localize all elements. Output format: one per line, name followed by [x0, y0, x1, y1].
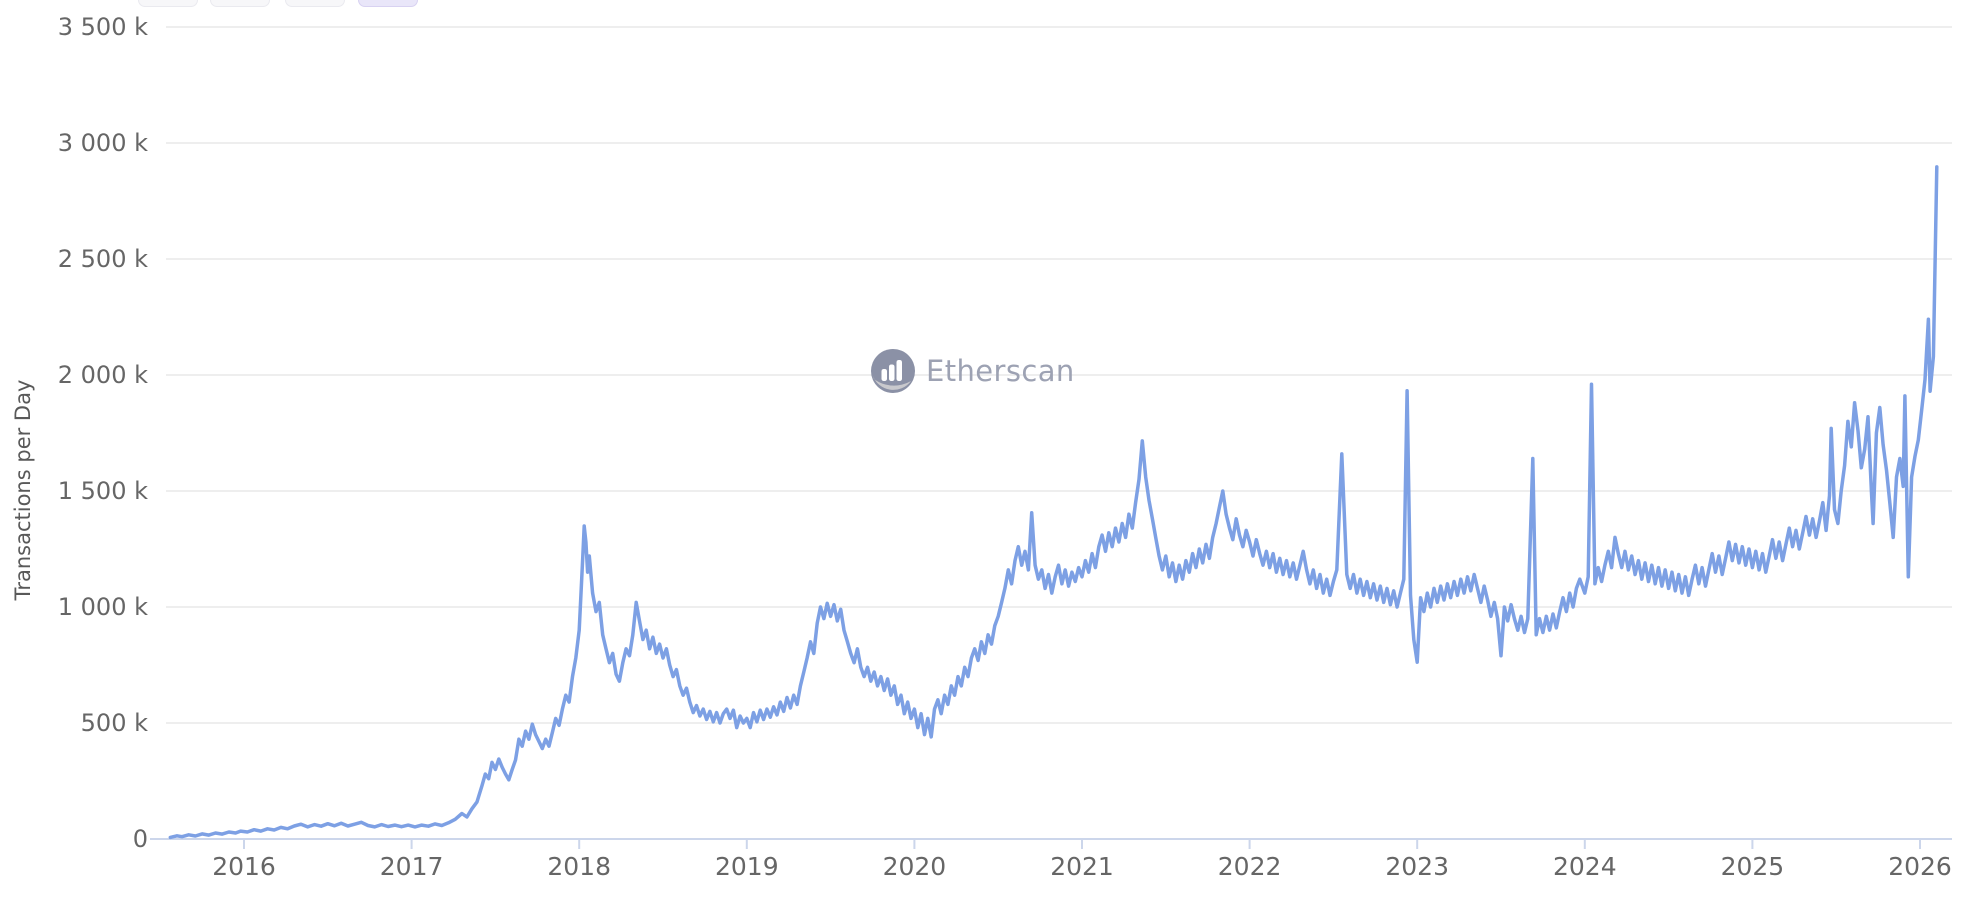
x-tick-label: 2018	[547, 852, 611, 881]
y-tick-label: 1 500 k	[58, 477, 148, 505]
y-tick-label: 500 k	[81, 709, 148, 737]
y-tick-label: 2 000 k	[58, 361, 148, 389]
x-tick-label: 2017	[380, 852, 444, 881]
x-tick-label: 2024	[1553, 852, 1617, 881]
x-tick-label: 2020	[883, 852, 947, 881]
x-tick-label: 2016	[212, 852, 276, 881]
y-tick-label: 1 000 k	[58, 593, 148, 621]
x-tick-label: 2023	[1385, 852, 1449, 881]
y-tick-label: 2 500 k	[58, 245, 148, 273]
transactions-series-line[interactable]	[168, 165, 1939, 840]
y-axis-title: Transactions per Day	[11, 380, 35, 602]
x-tick-label: 2019	[715, 852, 779, 881]
x-tick-label: 2025	[1721, 852, 1785, 881]
y-tick-label: 3 500 k	[58, 13, 148, 41]
x-tick-label: 2022	[1218, 852, 1282, 881]
x-tick-label: 2021	[1050, 852, 1114, 881]
chart-range-buttons	[0, 0, 1970, 10]
y-tick-label: 3 000 k	[58, 129, 148, 157]
y-tick-label: 0	[133, 825, 148, 853]
x-tick-label: 2026	[1888, 852, 1952, 881]
